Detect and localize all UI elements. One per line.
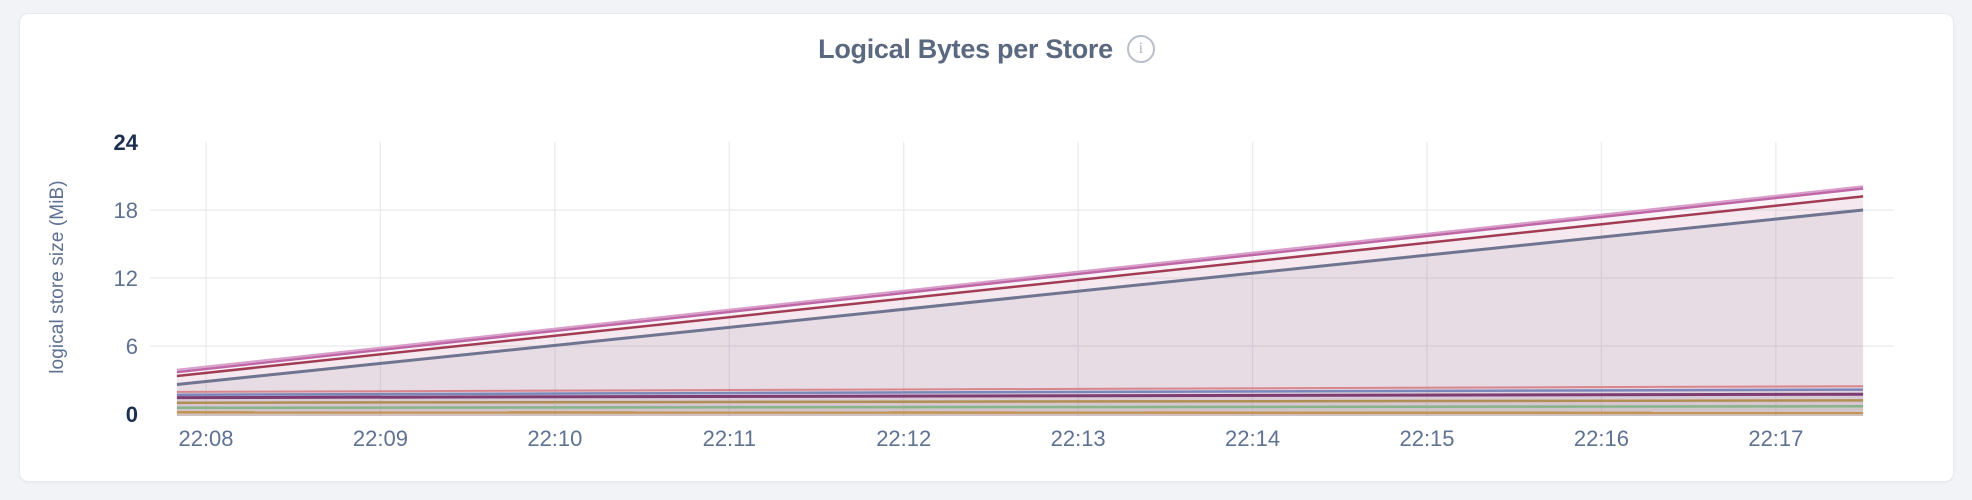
series-area-store-3 bbox=[176, 196, 1864, 416]
series-line-store-1 bbox=[176, 185, 1864, 371]
axis-tick-labels: 24 18 12 6 0 22:08 22:09 22:10 22:11 22:12 22:13 22… bbox=[114, 130, 1804, 451]
series-line-store-7 bbox=[176, 392, 1864, 400]
x-tick-label: 22:11 bbox=[703, 426, 756, 451]
x-tick-label: 22:10 bbox=[527, 426, 582, 451]
series-area-store-2 bbox=[176, 188, 1864, 416]
series-line-store-5 bbox=[176, 385, 1864, 393]
y-tick-label: 18 bbox=[114, 198, 138, 223]
y-tick-label: 0 bbox=[126, 402, 138, 427]
series-line-store-2 bbox=[176, 187, 1864, 374]
series-area-store-4 bbox=[176, 210, 1864, 416]
x-tick-label: 22:12 bbox=[876, 426, 931, 451]
series-line-store-8 bbox=[176, 399, 1864, 404]
x-tick-label: 22:09 bbox=[353, 426, 408, 451]
x-tick-label: 22:15 bbox=[1399, 426, 1454, 451]
x-tick-label: 22:13 bbox=[1051, 426, 1106, 451]
info-circle-icon[interactable]: i bbox=[1126, 35, 1155, 63]
x-tick-label: 22:14 bbox=[1225, 426, 1280, 451]
series-area-store-7 bbox=[176, 394, 1864, 416]
x-tick-label: 22:17 bbox=[1748, 426, 1803, 451]
series-line-store-10 bbox=[176, 411, 1864, 415]
x-tick-label: 22:08 bbox=[178, 426, 233, 451]
series-lines bbox=[176, 185, 1864, 415]
y-tick-label: 6 bbox=[126, 334, 138, 359]
chart-card bbox=[19, 13, 1954, 482]
series-line-store-6 bbox=[176, 388, 1864, 396]
series-line-store-9 bbox=[176, 405, 1864, 410]
x-tick-label: 22:16 bbox=[1574, 426, 1629, 451]
chart-header: Logical Bytes per Store i bbox=[19, 33, 1954, 65]
y-tick-label: 24 bbox=[114, 130, 139, 155]
y-tick-label: 12 bbox=[114, 266, 138, 291]
chart-title: Logical Bytes per Store bbox=[818, 33, 1113, 64]
series-line-store-4 bbox=[176, 208, 1864, 386]
series-line-store-3 bbox=[176, 195, 1864, 378]
